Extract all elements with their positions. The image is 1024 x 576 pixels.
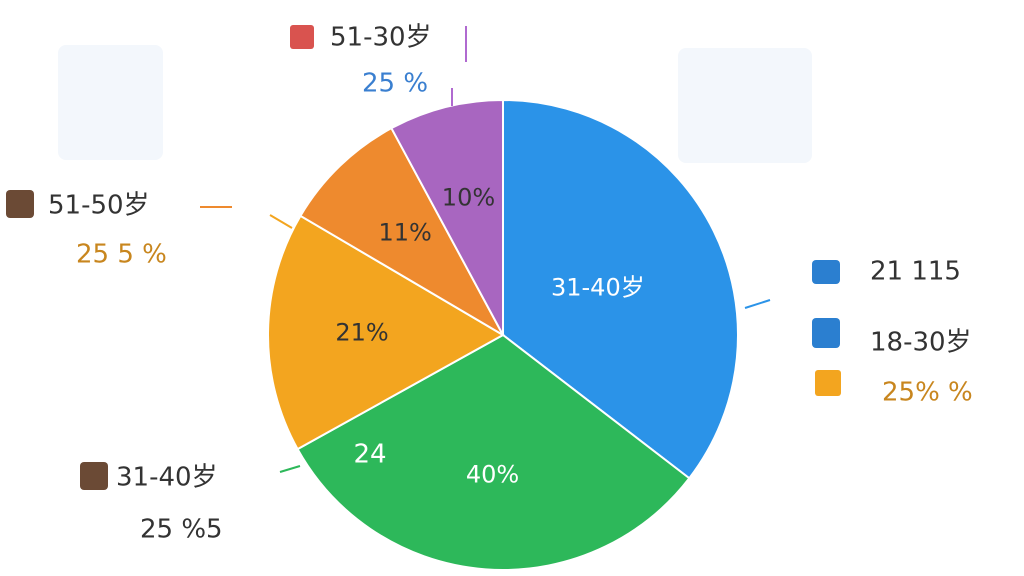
- annotation: 25 %5: [140, 515, 223, 545]
- annotation: 18-30岁: [870, 328, 972, 358]
- leader-line: [269, 214, 293, 229]
- pie-slice: [502, 98, 739, 480]
- annotation: 25% %: [882, 378, 973, 408]
- leader-line: [279, 465, 301, 473]
- pie: [267, 98, 739, 571]
- annotation: 24: [353, 440, 386, 470]
- slice-label: 31-40岁: [551, 273, 645, 301]
- value-label: 10%: [442, 183, 495, 211]
- value-label: 21%: [335, 318, 388, 346]
- annotation: 31-40岁: [116, 463, 218, 493]
- icons: [6, 25, 841, 490]
- annotation: 51-30岁: [330, 23, 432, 53]
- annotation: 25 %: [362, 69, 428, 99]
- icon: [812, 260, 840, 284]
- icon: [815, 370, 841, 396]
- pie-slice: [299, 126, 506, 338]
- pie-slice: [296, 333, 691, 571]
- pie-slice: [390, 98, 504, 336]
- value-label: 40%: [466, 461, 519, 489]
- background-tile: [678, 48, 812, 163]
- icon: [80, 462, 108, 490]
- annotation: 21 115: [870, 257, 961, 287]
- background-tile: [58, 45, 163, 160]
- pie-slice: [267, 214, 506, 451]
- value-label: 11%: [378, 218, 431, 246]
- icon: [290, 25, 314, 49]
- leader-line: [744, 299, 771, 309]
- icon: [6, 190, 34, 218]
- icon: [812, 318, 840, 348]
- annotation: 51-50岁: [48, 191, 150, 221]
- annotation: 25 5 %: [76, 240, 167, 270]
